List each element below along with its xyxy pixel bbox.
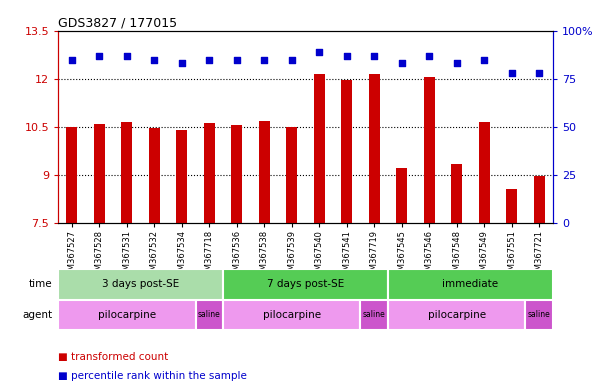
- Text: ■ percentile rank within the sample: ■ percentile rank within the sample: [58, 371, 247, 381]
- Bar: [388, 300, 525, 330]
- Text: saline: saline: [363, 310, 386, 319]
- Bar: [388, 269, 553, 300]
- Point: [95, 53, 104, 59]
- Text: pilocarpine: pilocarpine: [98, 310, 156, 320]
- Point: [232, 56, 242, 63]
- Point: [342, 53, 352, 59]
- Bar: [314, 74, 325, 223]
- Bar: [534, 176, 545, 223]
- Text: pilocarpine: pilocarpine: [428, 310, 486, 320]
- Text: time: time: [29, 279, 53, 289]
- Point: [287, 56, 297, 63]
- Text: saline: saline: [198, 310, 221, 319]
- Bar: [397, 168, 408, 223]
- Bar: [525, 300, 553, 330]
- Bar: [67, 127, 78, 223]
- Point: [480, 56, 489, 63]
- Point: [452, 60, 462, 66]
- Bar: [369, 74, 380, 223]
- Bar: [507, 189, 517, 223]
- Bar: [223, 300, 360, 330]
- Text: ■ transformed count: ■ transformed count: [58, 352, 168, 362]
- Bar: [94, 124, 105, 223]
- Point: [149, 56, 159, 63]
- Text: agent: agent: [23, 310, 53, 320]
- Bar: [452, 164, 463, 223]
- Point: [424, 53, 434, 59]
- Bar: [121, 122, 132, 223]
- Bar: [232, 125, 243, 223]
- Point: [369, 53, 379, 59]
- Bar: [177, 130, 188, 223]
- Bar: [149, 128, 160, 223]
- Point: [122, 53, 132, 59]
- Bar: [287, 127, 298, 223]
- Bar: [58, 269, 223, 300]
- Text: pilocarpine: pilocarpine: [263, 310, 321, 320]
- Point: [67, 56, 77, 63]
- Bar: [342, 80, 353, 223]
- Point: [507, 70, 517, 76]
- Bar: [58, 300, 196, 330]
- Point: [534, 70, 544, 76]
- Point: [259, 56, 269, 63]
- Text: 7 days post-SE: 7 days post-SE: [267, 279, 344, 289]
- Text: GDS3827 / 177015: GDS3827 / 177015: [58, 17, 177, 30]
- Point: [315, 49, 324, 55]
- Bar: [223, 269, 388, 300]
- Bar: [259, 121, 270, 223]
- Text: immediate: immediate: [442, 279, 499, 289]
- Point: [397, 60, 407, 66]
- Bar: [360, 300, 388, 330]
- Text: 3 days post-SE: 3 days post-SE: [102, 279, 179, 289]
- Bar: [424, 77, 435, 223]
- Text: saline: saline: [528, 310, 551, 319]
- Bar: [204, 123, 215, 223]
- Bar: [479, 122, 490, 223]
- Point: [204, 56, 214, 63]
- Bar: [196, 300, 223, 330]
- Point: [177, 60, 187, 66]
